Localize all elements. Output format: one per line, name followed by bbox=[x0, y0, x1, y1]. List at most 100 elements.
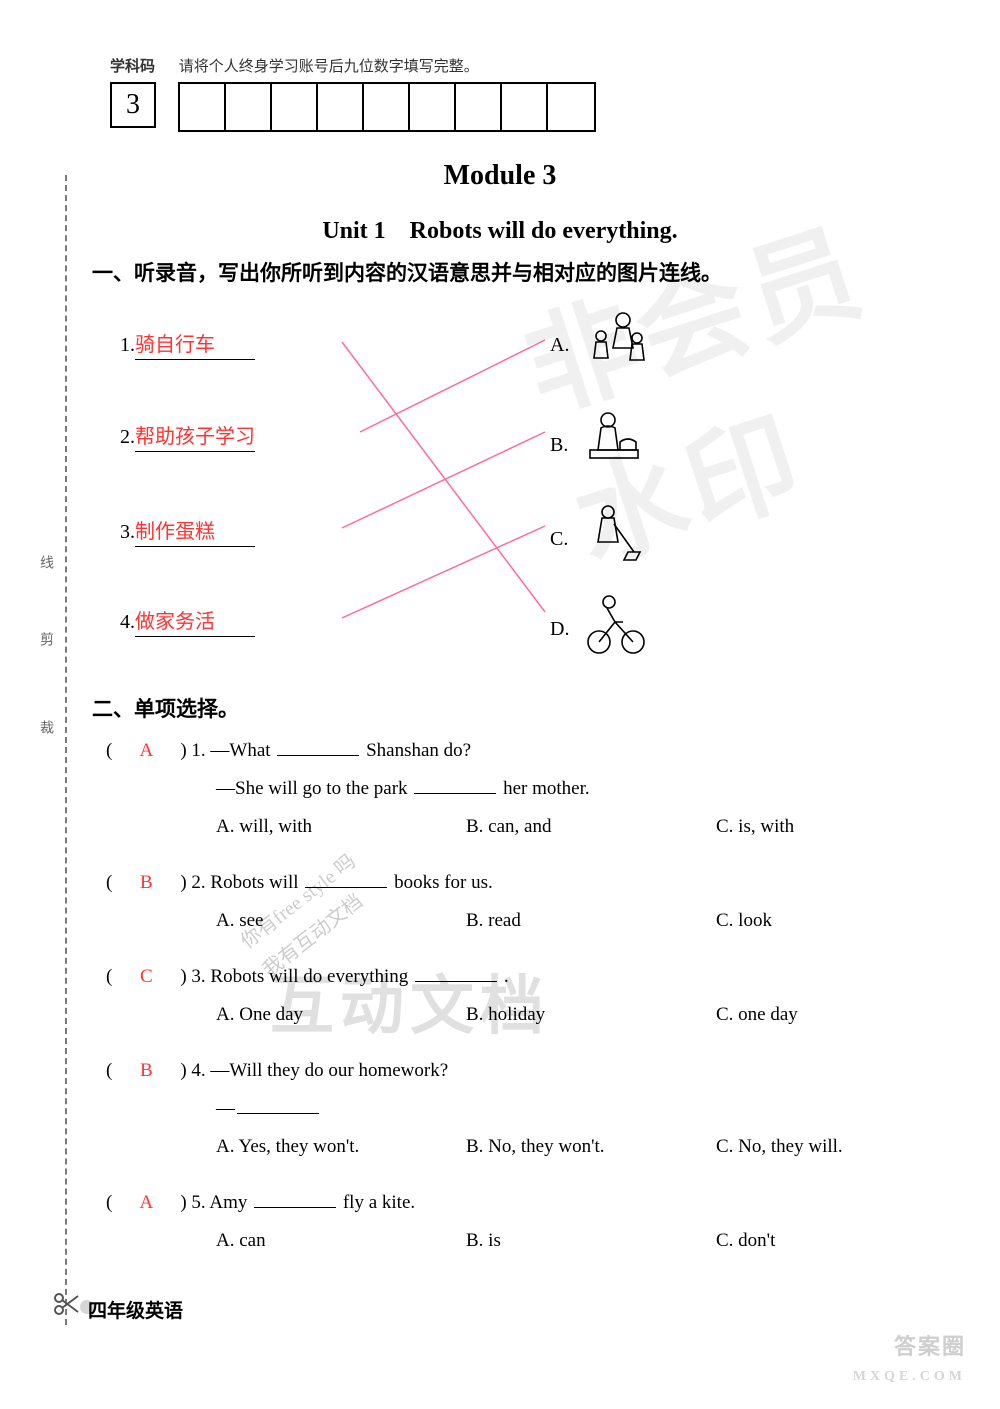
mcq-choice[interactable]: A. One day bbox=[216, 996, 466, 1034]
side-label-trim: 裁 bbox=[35, 720, 55, 734]
option-letter: A. bbox=[550, 334, 569, 357]
study-with-kids-icon bbox=[579, 306, 651, 384]
do-housework-icon bbox=[578, 500, 650, 578]
mcq-choice[interactable]: C. one day bbox=[716, 996, 966, 1034]
match-right-item: B. bbox=[550, 406, 750, 484]
mcq-answer: B bbox=[131, 864, 161, 902]
blank-line[interactable] bbox=[237, 1095, 319, 1114]
fixed-number-box: 3 bbox=[110, 82, 156, 128]
item-number: 2. bbox=[120, 426, 135, 448]
blank-cell[interactable] bbox=[548, 84, 594, 130]
mcq-answer: A bbox=[131, 732, 161, 770]
mcq-stem: . bbox=[499, 966, 509, 987]
subject-instruction: 请将个人终身学习账号后九位数字填写完整。 bbox=[179, 59, 479, 75]
mcq-choice[interactable]: B. can, and bbox=[466, 808, 716, 846]
blank-cell[interactable] bbox=[364, 84, 410, 130]
match-right-item: C. bbox=[550, 500, 750, 578]
mcq-number: 4. bbox=[191, 1060, 205, 1081]
mcq-stem: —What bbox=[210, 740, 275, 761]
blank-cell[interactable] bbox=[456, 84, 502, 130]
footer-grade-subject: 四年级英语 bbox=[88, 1296, 183, 1323]
mcq-substem: — bbox=[216, 1098, 235, 1119]
match-line bbox=[342, 432, 545, 528]
mcq-number: 1. bbox=[191, 740, 205, 761]
side-label-cut: 剪 bbox=[35, 632, 55, 646]
blank-line[interactable] bbox=[277, 737, 359, 756]
scissors-icon bbox=[52, 1290, 80, 1318]
blank-line[interactable] bbox=[254, 1189, 336, 1208]
mcq-choice[interactable]: A. see bbox=[216, 902, 466, 940]
mcq-answer: B bbox=[131, 1052, 161, 1090]
watermark-corner: 答案圈 MXQE.COM bbox=[853, 1334, 966, 1385]
ride-bike-icon bbox=[579, 590, 651, 668]
item-answer: 做家务活 bbox=[135, 605, 255, 637]
make-cake-icon bbox=[578, 406, 650, 484]
blank-cell[interactable] bbox=[272, 84, 318, 130]
mcq-choice[interactable]: C. No, they will. bbox=[716, 1128, 966, 1166]
mcq-number: 3. bbox=[191, 966, 205, 987]
mcq-stem: —Will they do our homework? bbox=[210, 1060, 448, 1081]
blank-cell[interactable] bbox=[226, 84, 272, 130]
mcq-substem: her mother. bbox=[498, 778, 589, 799]
mcq-choice[interactable]: B. is bbox=[466, 1222, 716, 1260]
section2-heading: 二、单项选择。 bbox=[92, 693, 239, 723]
match-right-item: D. bbox=[550, 590, 750, 668]
mcq-choice[interactable]: A. can bbox=[216, 1222, 466, 1260]
blank-line[interactable] bbox=[415, 963, 497, 982]
side-label-line: 线 bbox=[35, 555, 55, 569]
item-answer: 制作蛋糕 bbox=[135, 515, 255, 547]
mcq-choice[interactable]: A. will, with bbox=[216, 808, 466, 846]
match-left-item: 1.骑自行车 bbox=[120, 328, 255, 360]
mcq-item: ( B ) 4. —Will they do our homework? — A… bbox=[106, 1052, 896, 1166]
match-left-item: 3.制作蛋糕 bbox=[120, 515, 255, 547]
mcq-substem: —She will go to the park bbox=[216, 778, 412, 799]
item-answer: 骑自行车 bbox=[135, 328, 255, 360]
match-line bbox=[342, 342, 545, 612]
mcq-item: ( A ) 5. Amy fly a kite. A. can B. is C.… bbox=[106, 1184, 896, 1260]
mcq-choice[interactable]: B. No, they won't. bbox=[466, 1128, 716, 1166]
mcq-item: ( B ) 2. Robots will books for us. A. se… bbox=[106, 864, 896, 940]
mcq-choice[interactable]: C. don't bbox=[716, 1222, 966, 1260]
mcq-number: 2. bbox=[191, 872, 205, 893]
watermark-corner-line1: 答案圈 bbox=[894, 1334, 966, 1359]
blank-cell[interactable] bbox=[502, 84, 548, 130]
blank-input-grid[interactable] bbox=[178, 82, 596, 132]
mcq-stem: Robots will do everything bbox=[210, 966, 413, 987]
blank-line[interactable] bbox=[414, 775, 496, 794]
subject-code-label: 学科码 bbox=[110, 55, 155, 76]
option-letter: D. bbox=[550, 618, 569, 641]
blank-cell[interactable] bbox=[180, 84, 226, 130]
mcq-stem: Amy bbox=[209, 1192, 252, 1213]
match-line bbox=[342, 526, 545, 618]
mcq-stem: books for us. bbox=[389, 872, 492, 893]
option-letter: C. bbox=[550, 528, 568, 551]
blank-cell[interactable] bbox=[410, 84, 456, 130]
mcq-answer: C bbox=[131, 958, 161, 996]
module-title: Module 3 bbox=[0, 160, 1000, 192]
unit-title: Unit 1 Robots will do everything. bbox=[0, 210, 1000, 245]
item-answer: 帮助孩子学习 bbox=[135, 420, 255, 452]
mcq-choice[interactable]: A. Yes, they won't. bbox=[216, 1128, 466, 1166]
item-number: 3. bbox=[120, 521, 135, 543]
match-right-item: A. bbox=[550, 306, 750, 384]
mcq-item: ( A ) 1. —What Shanshan do? —She will go… bbox=[106, 732, 896, 846]
mcq-number: 5. bbox=[191, 1192, 205, 1213]
mcq-stem: fly a kite. bbox=[338, 1192, 415, 1213]
mcq-choice[interactable]: C. look bbox=[716, 902, 966, 940]
blank-cell[interactable] bbox=[318, 84, 364, 130]
match-line bbox=[360, 340, 545, 432]
watermark-corner-line2: MXQE.COM bbox=[853, 1369, 966, 1384]
section1-heading: 一、听录音，写出你所听到内容的汉语意思并与相对应的图片连线。 bbox=[92, 257, 722, 287]
matching-area: 1.骑自行车 2.帮助孩子学习 3.制作蛋糕 4.做家务活 A. B. C bbox=[120, 300, 880, 660]
mcq-item: ( C ) 3. Robots will do everything . A. … bbox=[106, 958, 896, 1034]
mcq-answer: A bbox=[131, 1184, 161, 1222]
cut-line bbox=[65, 175, 67, 1325]
mcq-choice[interactable]: B. read bbox=[466, 902, 716, 940]
item-number: 4. bbox=[120, 611, 135, 633]
account-number-row: 3 bbox=[110, 82, 596, 132]
item-number: 1. bbox=[120, 334, 135, 356]
mcq-choice[interactable]: B. holiday bbox=[466, 996, 716, 1034]
match-left-item: 4.做家务活 bbox=[120, 605, 255, 637]
mcq-choice[interactable]: C. is, with bbox=[716, 808, 966, 846]
blank-line[interactable] bbox=[305, 869, 387, 888]
